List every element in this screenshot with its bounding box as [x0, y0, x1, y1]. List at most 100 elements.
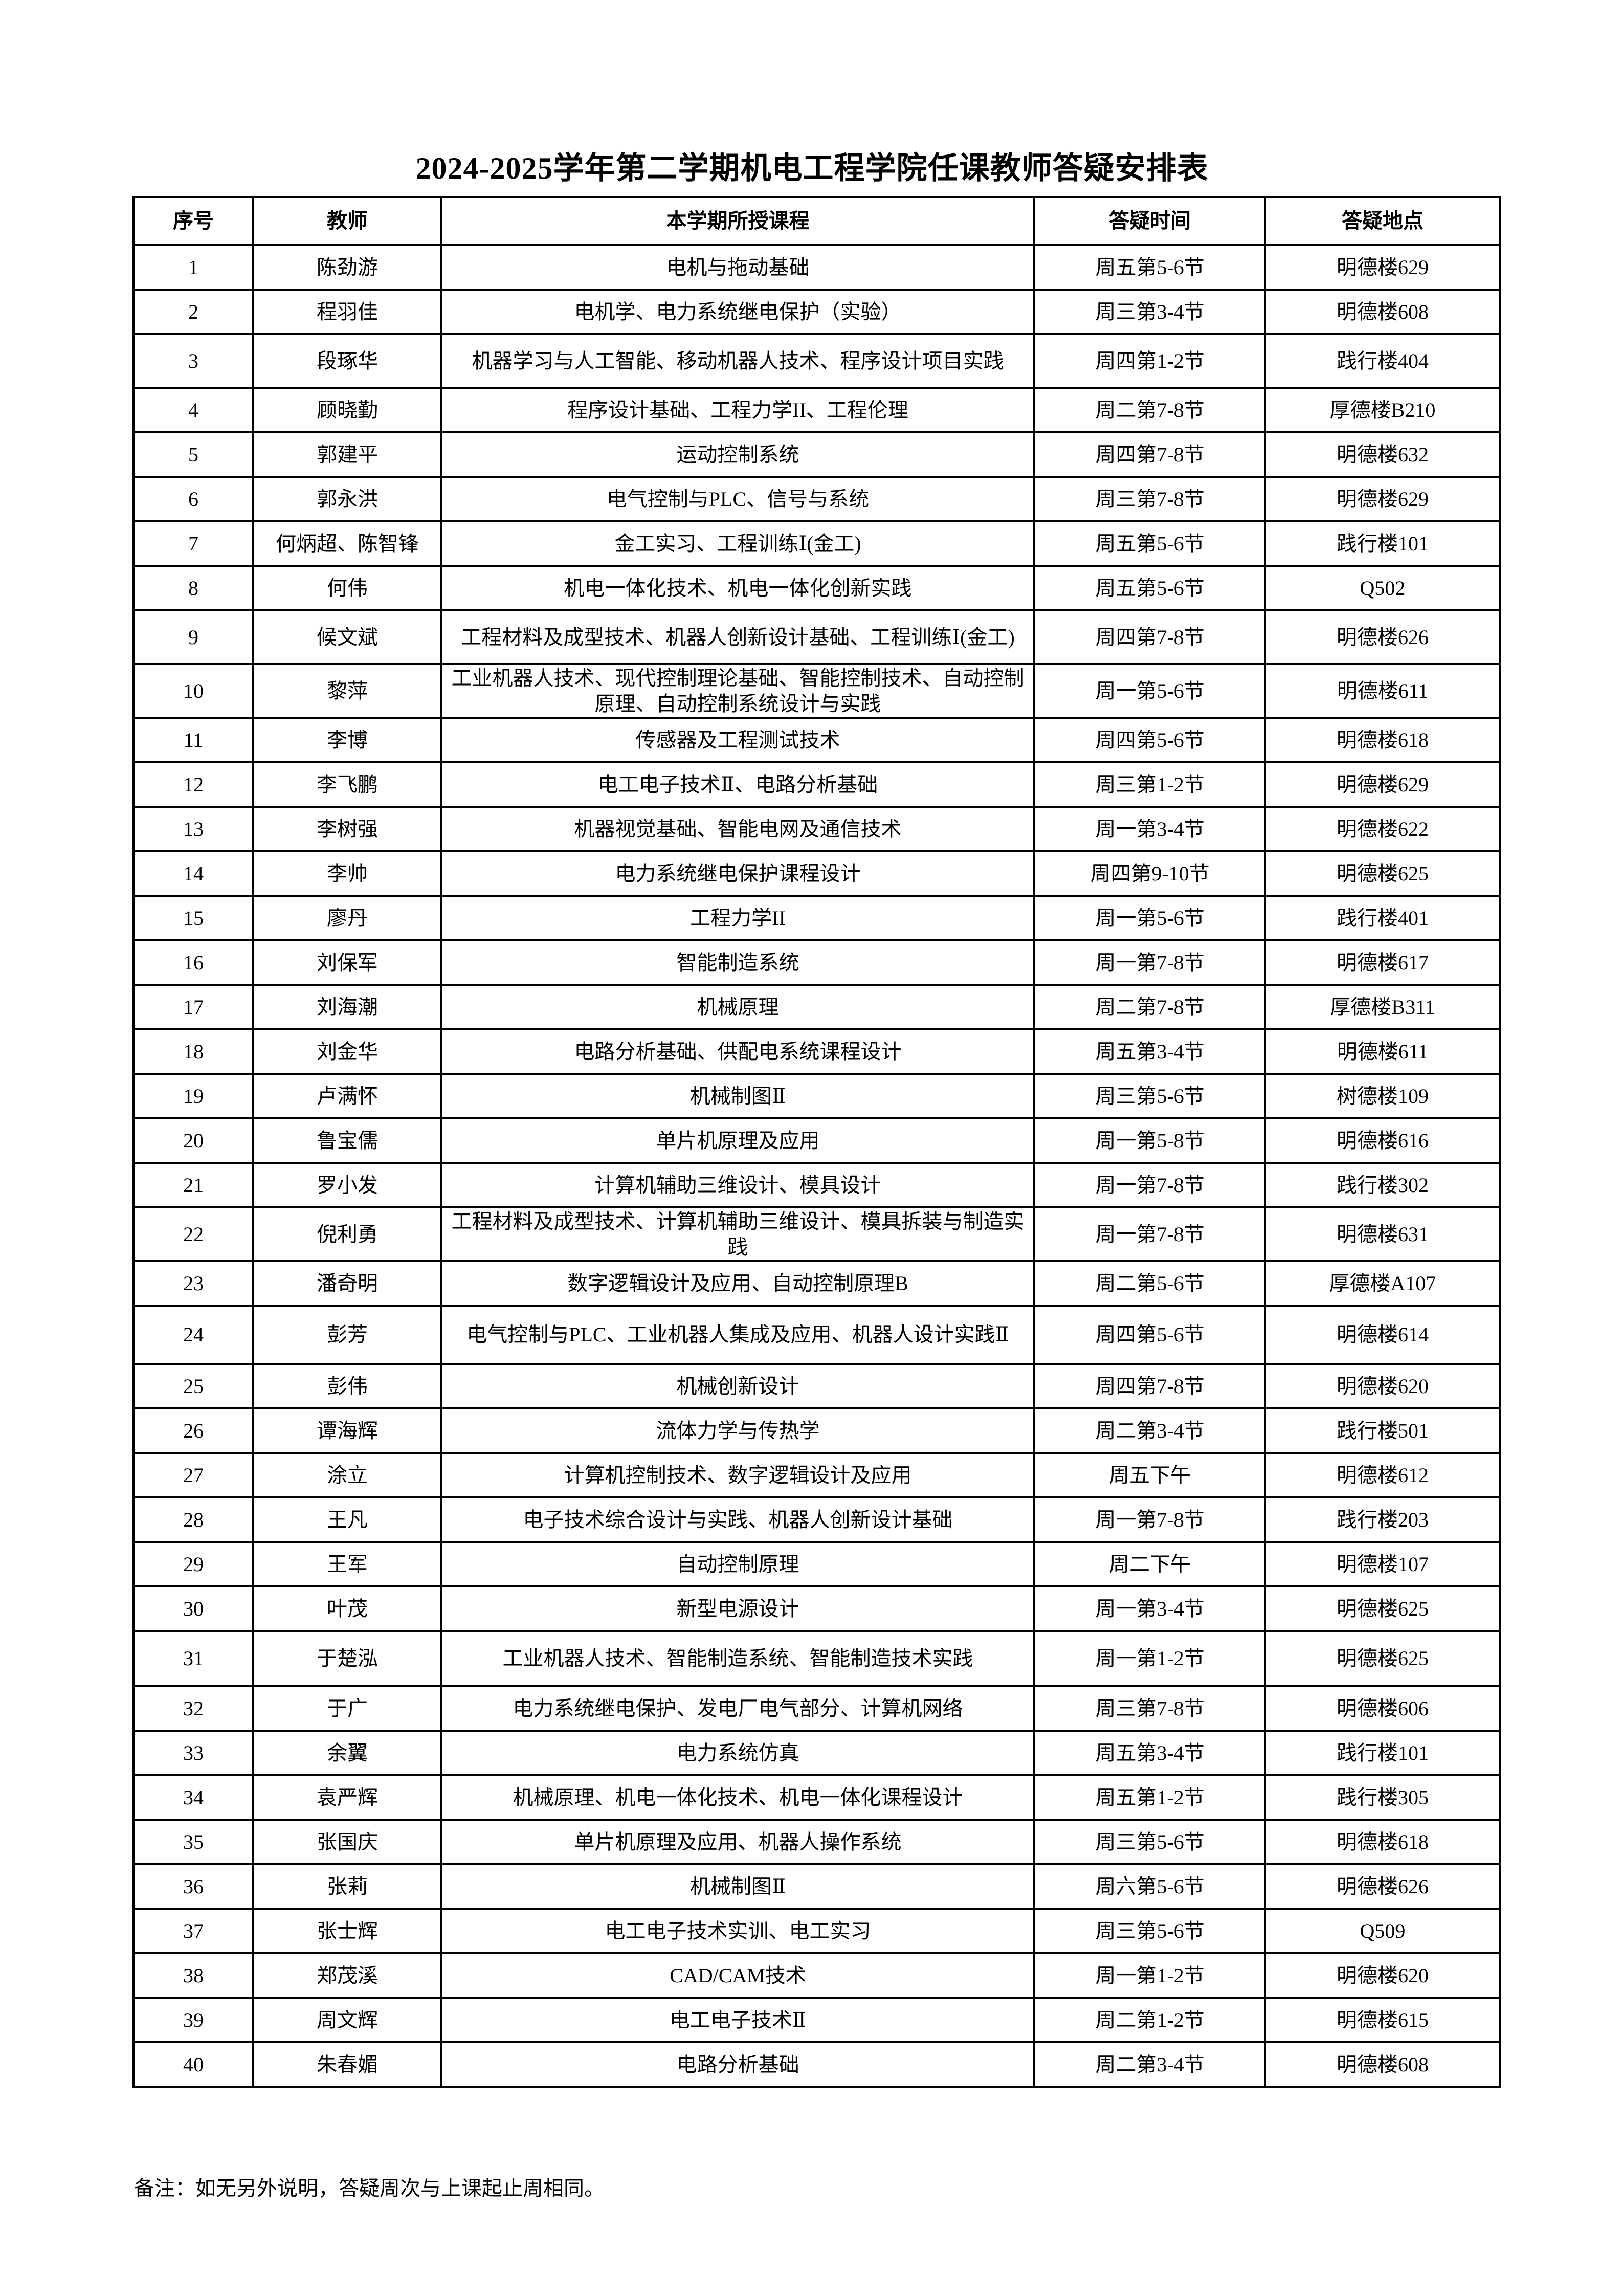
cell-index: 20 [132, 1117, 254, 1164]
table-row: 21 罗小发 计算机辅助三维设计、模具设计 周一第7-8节 践行楼302 [132, 1162, 1501, 1208]
cell-teacher: 李树强 [252, 806, 442, 852]
cell-courses: 计算机控制技术、数字逻辑设计及应用 [440, 1452, 1035, 1498]
cell-courses: 电工电子技术Ⅱ、电路分析基础 [440, 761, 1035, 808]
table-row: 39 周文辉 电工电子技术Ⅱ 周二第1-2节 明德楼615 [132, 1997, 1501, 2043]
cell-teacher: 刘保军 [252, 939, 442, 986]
cell-time: 周四第7-8节 [1033, 431, 1266, 478]
cell-courses: 机械制图Ⅱ [440, 1863, 1035, 1910]
cell-teacher: 候文斌 [252, 609, 442, 665]
cell-teacher: 朱春媚 [252, 2041, 442, 2088]
table-row: 12 李飞鹏 电工电子技术Ⅱ、电路分析基础 周三第1-2节 明德楼629 [132, 761, 1501, 808]
cell-courses: 自动控制原理 [440, 1541, 1035, 1587]
cell-teacher: 李博 [252, 717, 442, 763]
cell-teacher: 陈劲游 [252, 244, 442, 291]
cell-location: 明德楼625 [1264, 850, 1501, 897]
cell-courses: 电机与拖动基础 [440, 244, 1035, 291]
cell-courses: 机械原理 [440, 984, 1035, 1030]
cell-time: 周四第5-6节 [1033, 717, 1266, 763]
cell-index: 40 [132, 2041, 254, 2088]
cell-index: 19 [132, 1073, 254, 1119]
cell-time: 周五第3-4节 [1033, 1028, 1266, 1075]
cell-index: 21 [132, 1162, 254, 1208]
cell-teacher: 刘金华 [252, 1028, 442, 1075]
cell-index: 25 [132, 1363, 254, 1409]
table-row: 28 王凡 电子技术综合设计与实践、机器人创新设计基础 周一第7-8节 践行楼203 [132, 1496, 1501, 1543]
cell-time: 周一第7-8节 [1033, 939, 1266, 986]
cell-location: 明德楼626 [1264, 1863, 1501, 1910]
header-courses: 本学期所授课程 [440, 196, 1035, 246]
cell-teacher: 谭海辉 [252, 1407, 442, 1454]
table-row: 1 陈劲游 电机与拖动基础 周五第5-6节 明德楼629 [132, 244, 1501, 291]
cell-index: 23 [132, 1260, 254, 1307]
cell-courses: 工业机器人技术、智能制造系统、智能制造技术实践 [440, 1630, 1035, 1687]
table-row: 17 刘海潮 机械原理 周二第7-8节 厚德楼B311 [132, 984, 1501, 1030]
cell-teacher: 郭永洪 [252, 476, 442, 522]
table-row: 26 谭海辉 流体力学与传热学 周二第3-4节 践行楼501 [132, 1407, 1501, 1454]
cell-courses: 智能制造系统 [440, 939, 1035, 986]
cell-location: 明德楼615 [1264, 1997, 1501, 2043]
cell-courses: 机器视觉基础、智能电网及通信技术 [440, 806, 1035, 852]
cell-time: 周三第5-6节 [1033, 1073, 1266, 1119]
cell-courses: 电力系统仿真 [440, 1730, 1035, 1776]
table-row: 6 郭永洪 电气控制与PLC、信号与系统 周三第7-8节 明德楼629 [132, 476, 1501, 522]
table-header-row: 序号 教师 本学期所授课程 答疑时间 答疑地点 [132, 196, 1501, 246]
cell-index: 9 [132, 609, 254, 665]
cell-location: 明德楼632 [1264, 431, 1501, 478]
cell-teacher: 何炳超、陈智锋 [252, 520, 442, 567]
cell-index: 2 [132, 289, 254, 335]
header-index: 序号 [132, 196, 254, 246]
cell-teacher: 彭芳 [252, 1305, 442, 1365]
cell-location: 明德楼631 [1264, 1206, 1501, 1262]
cell-teacher: 于楚泓 [252, 1630, 442, 1687]
cell-index: 3 [132, 333, 254, 389]
cell-time: 周三第7-8节 [1033, 476, 1266, 522]
cell-time: 周三第1-2节 [1033, 761, 1266, 808]
cell-courses: 电机学、电力系统继电保护（实验） [440, 289, 1035, 335]
footnote: 备注：如无另外说明，答疑周次与上课起止周相同。 [134, 2177, 605, 2200]
cell-teacher: 黎萍 [252, 663, 442, 719]
cell-location: 践行楼101 [1264, 1730, 1501, 1776]
table-row: 38 郑茂溪 CAD/CAM技术 周一第1-2节 明德楼620 [132, 1952, 1501, 1999]
cell-index: 36 [132, 1863, 254, 1910]
table-row: 33 余翼 电力系统仿真 周五第3-4节 践行楼101 [132, 1730, 1501, 1776]
cell-time: 周四第9-10节 [1033, 850, 1266, 897]
cell-time: 周五下午 [1033, 1452, 1266, 1498]
cell-time: 周五第5-6节 [1033, 244, 1266, 291]
cell-location: 厚德楼B210 [1264, 387, 1501, 433]
cell-teacher: 顾晓勤 [252, 387, 442, 433]
cell-time: 周六第5-6节 [1033, 1863, 1266, 1910]
table-row: 19 卢满怀 机械制图Ⅱ 周三第5-6节 树德楼109 [132, 1073, 1501, 1119]
cell-courses: 单片机原理及应用 [440, 1117, 1035, 1164]
header-time: 答疑时间 [1033, 196, 1266, 246]
cell-time: 周一第3-4节 [1033, 806, 1266, 852]
cell-teacher: 罗小发 [252, 1162, 442, 1208]
cell-index: 39 [132, 1997, 254, 2043]
cell-index: 18 [132, 1028, 254, 1075]
cell-index: 17 [132, 984, 254, 1030]
table-row: 10 黎萍 工业机器人技术、现代控制理论基础、智能控制技术、自动控制原理、自动控制系… [132, 663, 1501, 719]
cell-teacher: 于广 [252, 1685, 442, 1732]
cell-time: 周二第3-4节 [1033, 1407, 1266, 1454]
cell-location: 明德楼612 [1264, 1452, 1501, 1498]
cell-location: 明德楼616 [1264, 1117, 1501, 1164]
cell-courses: 电气控制与PLC、工业机器人集成及应用、机器人设计实践Ⅱ [440, 1305, 1035, 1365]
cell-location: 明德楼618 [1264, 1819, 1501, 1865]
cell-index: 26 [132, 1407, 254, 1454]
table-row: 24 彭芳 电气控制与PLC、工业机器人集成及应用、机器人设计实践Ⅱ 周四第5-6节明… [132, 1305, 1501, 1365]
cell-time: 周一第5-8节 [1033, 1117, 1266, 1164]
cell-teacher: 潘奇明 [252, 1260, 442, 1307]
cell-time: 周四第5-6节 [1033, 1305, 1266, 1365]
cell-time: 周五第5-6节 [1033, 520, 1266, 567]
table-row: 8 何伟 机电一体化技术、机电一体化创新实践 周五第5-6节 Q502 [132, 565, 1501, 611]
cell-index: 13 [132, 806, 254, 852]
cell-location: 践行楼305 [1264, 1774, 1501, 1821]
table-row: 36 张莉 机械制图Ⅱ 周六第5-6节 明德楼626 [132, 1863, 1501, 1910]
table-row: 23 潘奇明 数字逻辑设计及应用、自动控制原理B 周二第5-6节 厚德楼A107 [132, 1260, 1501, 1307]
cell-location: 践行楼203 [1264, 1496, 1501, 1543]
cell-location: 明德楼625 [1264, 1585, 1501, 1632]
cell-index: 28 [132, 1496, 254, 1543]
cell-index: 27 [132, 1452, 254, 1498]
cell-index: 24 [132, 1305, 254, 1365]
cell-courses: 电气控制与PLC、信号与系统 [440, 476, 1035, 522]
cell-location: 明德楼606 [1264, 1685, 1501, 1732]
